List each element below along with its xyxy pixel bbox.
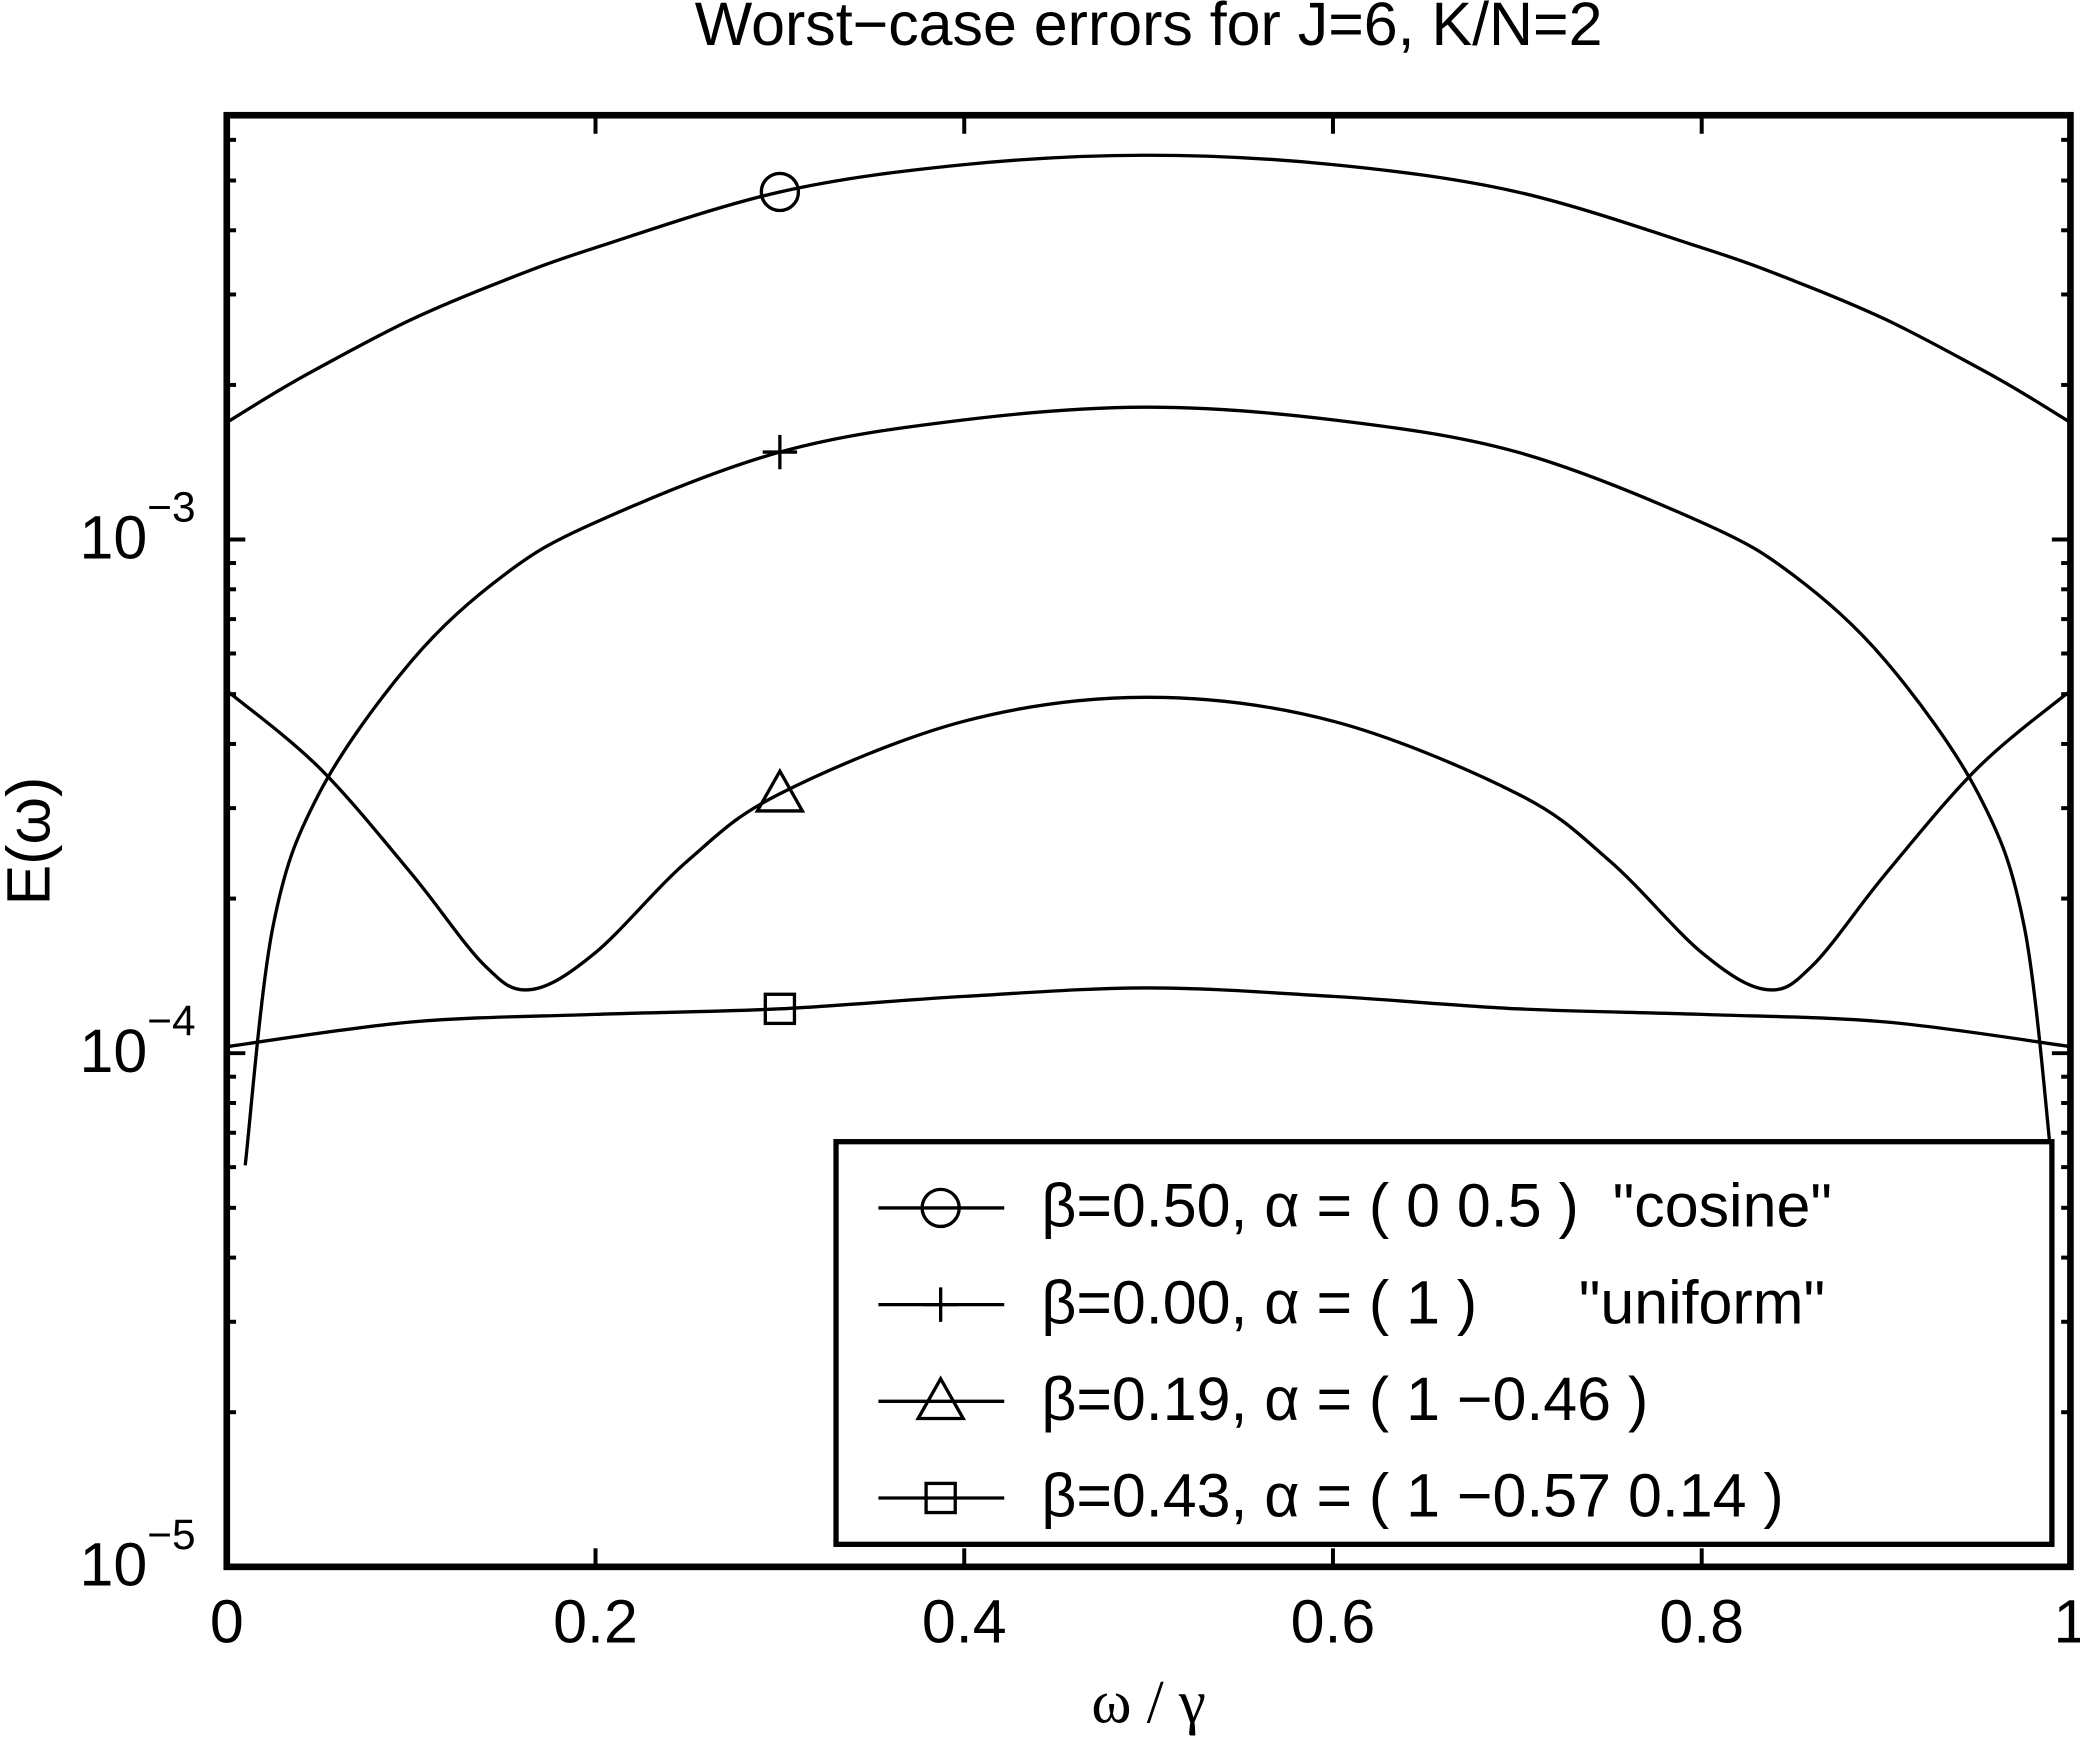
series-marker xyxy=(762,434,798,470)
legend-marker xyxy=(920,1187,961,1229)
x-axis-label: ω / γ xyxy=(1091,1670,1205,1737)
legend-label: β=0.50, α = ( 0 0.5 ) "cosine" xyxy=(1041,1172,1832,1240)
x-tick-label: 0.2 xyxy=(553,1588,638,1656)
legend-marker xyxy=(924,1481,957,1515)
series-marker xyxy=(763,992,797,1026)
series-line xyxy=(243,405,2054,1166)
legend-label: β=0.00, α = ( 1 ) "uniform" xyxy=(1041,1268,1825,1336)
legend-marker xyxy=(923,1287,958,1322)
series-line xyxy=(226,153,2071,424)
x-tick-label: 0.8 xyxy=(1659,1588,1744,1656)
series-line xyxy=(226,689,2071,992)
x-tick-label: 0.4 xyxy=(922,1588,1007,1656)
legend-label: β=0.19, α = ( 1 −0.46 ) xyxy=(1041,1365,1648,1433)
legend-marker xyxy=(915,1375,967,1421)
y-tick-exponent: −4 xyxy=(147,997,195,1044)
chart-title: Worst−case errors for J=6, K/N=2 xyxy=(695,0,1603,58)
series-line xyxy=(226,986,2071,1049)
legend-box xyxy=(833,1139,2055,1547)
y-tick-label: 10 xyxy=(80,503,148,571)
series-marker xyxy=(759,171,801,213)
legend-label: β=0.43, α = ( 1 −0.57 0.14 ) xyxy=(1041,1462,1783,1530)
y-tick-exponent: −5 xyxy=(147,1511,195,1558)
y-axis-label: E(ω) xyxy=(0,777,62,906)
series-marker xyxy=(754,767,806,813)
x-tick-label: 0.6 xyxy=(1291,1588,1376,1656)
x-tick-label: 0 xyxy=(210,1588,244,1656)
y-tick-label: 10 xyxy=(80,1531,148,1599)
y-tick-exponent: −3 xyxy=(147,484,195,531)
y-tick-label: 10 xyxy=(80,1017,148,1085)
plot-frame xyxy=(223,111,2074,1571)
x-tick-label: 1 xyxy=(2053,1588,2080,1656)
